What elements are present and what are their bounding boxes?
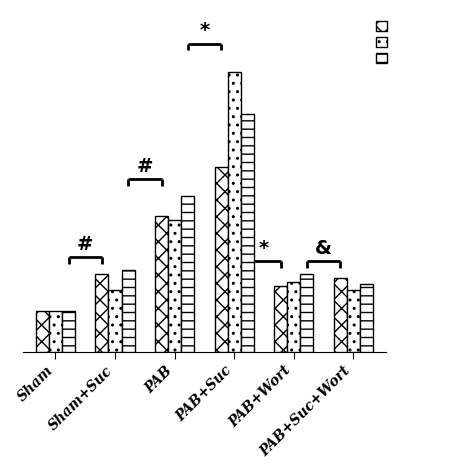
Bar [155,216,168,352]
Bar [49,310,62,352]
Legend: , , : , , [375,20,388,64]
Bar [95,273,109,352]
Bar [360,284,373,352]
Bar [301,273,313,352]
Bar [287,282,301,352]
Bar [334,278,347,352]
Bar [215,167,228,352]
Text: #: # [137,157,153,176]
Bar [347,290,360,352]
Bar [168,220,181,352]
Bar [181,196,194,352]
Bar [62,310,75,352]
Bar [274,286,287,352]
Text: *: * [259,239,269,258]
Bar [109,290,122,352]
Bar [241,114,254,352]
Bar [36,310,49,352]
Text: #: # [77,235,93,254]
Bar [122,270,135,352]
Text: &: & [315,239,332,258]
Bar [228,73,241,352]
Text: *: * [200,21,210,40]
